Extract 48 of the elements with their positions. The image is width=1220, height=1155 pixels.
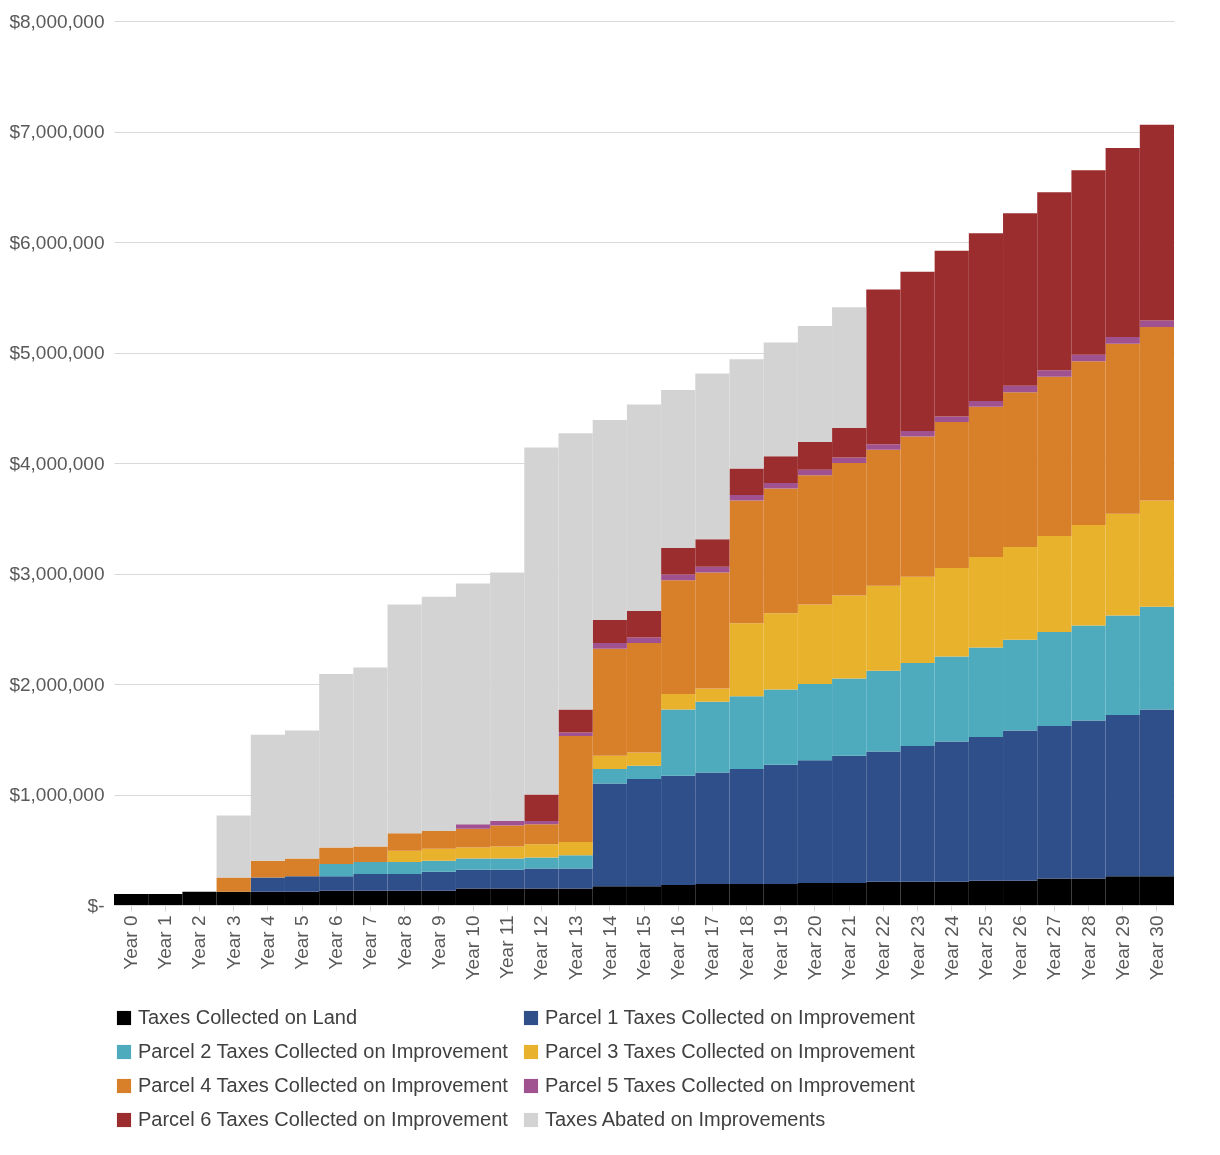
legend-label: Taxes Abated on Improvements bbox=[545, 1108, 826, 1130]
y-tick-label: $3,000,000 bbox=[9, 563, 105, 584]
x-tick-label: Year 18 bbox=[735, 915, 757, 981]
legend-label: Taxes Collected on Land bbox=[138, 1006, 358, 1028]
x-tick-label: Year 25 bbox=[974, 915, 996, 981]
legend-label: Parcel 3 Taxes Collected on Improvement bbox=[545, 1040, 916, 1062]
x-tick-label: Year 20 bbox=[803, 915, 825, 981]
legend-label: Parcel 5 Taxes Collected on Improvement bbox=[545, 1074, 916, 1096]
x-tick-label: Year 8 bbox=[393, 915, 415, 970]
x-tick-label: Year 24 bbox=[940, 915, 962, 981]
x-tick-label: Year 0 bbox=[120, 915, 142, 970]
x-tick-label: Year 1 bbox=[154, 915, 176, 970]
x-tick-label: Year 2 bbox=[188, 915, 210, 970]
x-tick-label: Year 19 bbox=[769, 915, 791, 981]
x-tick-label: Year 13 bbox=[564, 915, 586, 981]
x-tick-label: Year 28 bbox=[1077, 915, 1099, 981]
x-tick-label: Year 10 bbox=[462, 915, 484, 981]
y-tick-label: $- bbox=[87, 894, 105, 916]
x-tick-label: Year 17 bbox=[701, 915, 723, 981]
y-tick-label: $1,000,000 bbox=[9, 784, 105, 805]
x-tick-label: Year 29 bbox=[1111, 915, 1133, 981]
x-tick-label: Year 21 bbox=[838, 915, 860, 981]
x-tick-label: Year 16 bbox=[667, 915, 689, 981]
x-tick-label: Year 12 bbox=[530, 915, 552, 981]
x-tick-label: Year 9 bbox=[427, 915, 449, 970]
y-tick-label: $2,000,000 bbox=[9, 673, 105, 695]
legend-label: Parcel 4 Taxes Collected on Improvement bbox=[138, 1074, 509, 1096]
x-tick-label: Year 6 bbox=[325, 915, 347, 970]
y-tick-label: $6,000,000 bbox=[9, 231, 105, 253]
x-tick-label: Year 22 bbox=[872, 915, 894, 981]
y-tick-label: $8,000,000 bbox=[9, 10, 105, 32]
x-tick-label: Year 14 bbox=[598, 915, 620, 981]
x-tick-label: Year 3 bbox=[222, 915, 244, 970]
x-tick-label: Year 30 bbox=[1145, 915, 1167, 981]
y-tick-label: $4,000,000 bbox=[9, 452, 105, 474]
x-tick-label: Year 5 bbox=[291, 915, 313, 970]
legend-label: Parcel 1 Taxes Collected on Improvement bbox=[545, 1006, 916, 1028]
x-tick-label: Year 15 bbox=[633, 915, 654, 981]
x-tick-label: Year 4 bbox=[256, 915, 278, 970]
legend-label: Parcel 6 Taxes Collected on Improvement bbox=[138, 1108, 509, 1130]
x-tick-label: Year 11 bbox=[496, 915, 518, 979]
y-tick-label: $7,000,000 bbox=[9, 121, 105, 142]
x-tick-label: Year 26 bbox=[1009, 915, 1031, 981]
x-tick-label: Year 7 bbox=[359, 915, 381, 970]
legend-label: Parcel 2 Taxes Collected on Improvement bbox=[138, 1040, 509, 1062]
x-tick-label: Year 27 bbox=[1043, 915, 1065, 981]
x-tick-label: Year 23 bbox=[906, 915, 928, 981]
y-tick-label: $5,000,000 bbox=[9, 342, 105, 363]
